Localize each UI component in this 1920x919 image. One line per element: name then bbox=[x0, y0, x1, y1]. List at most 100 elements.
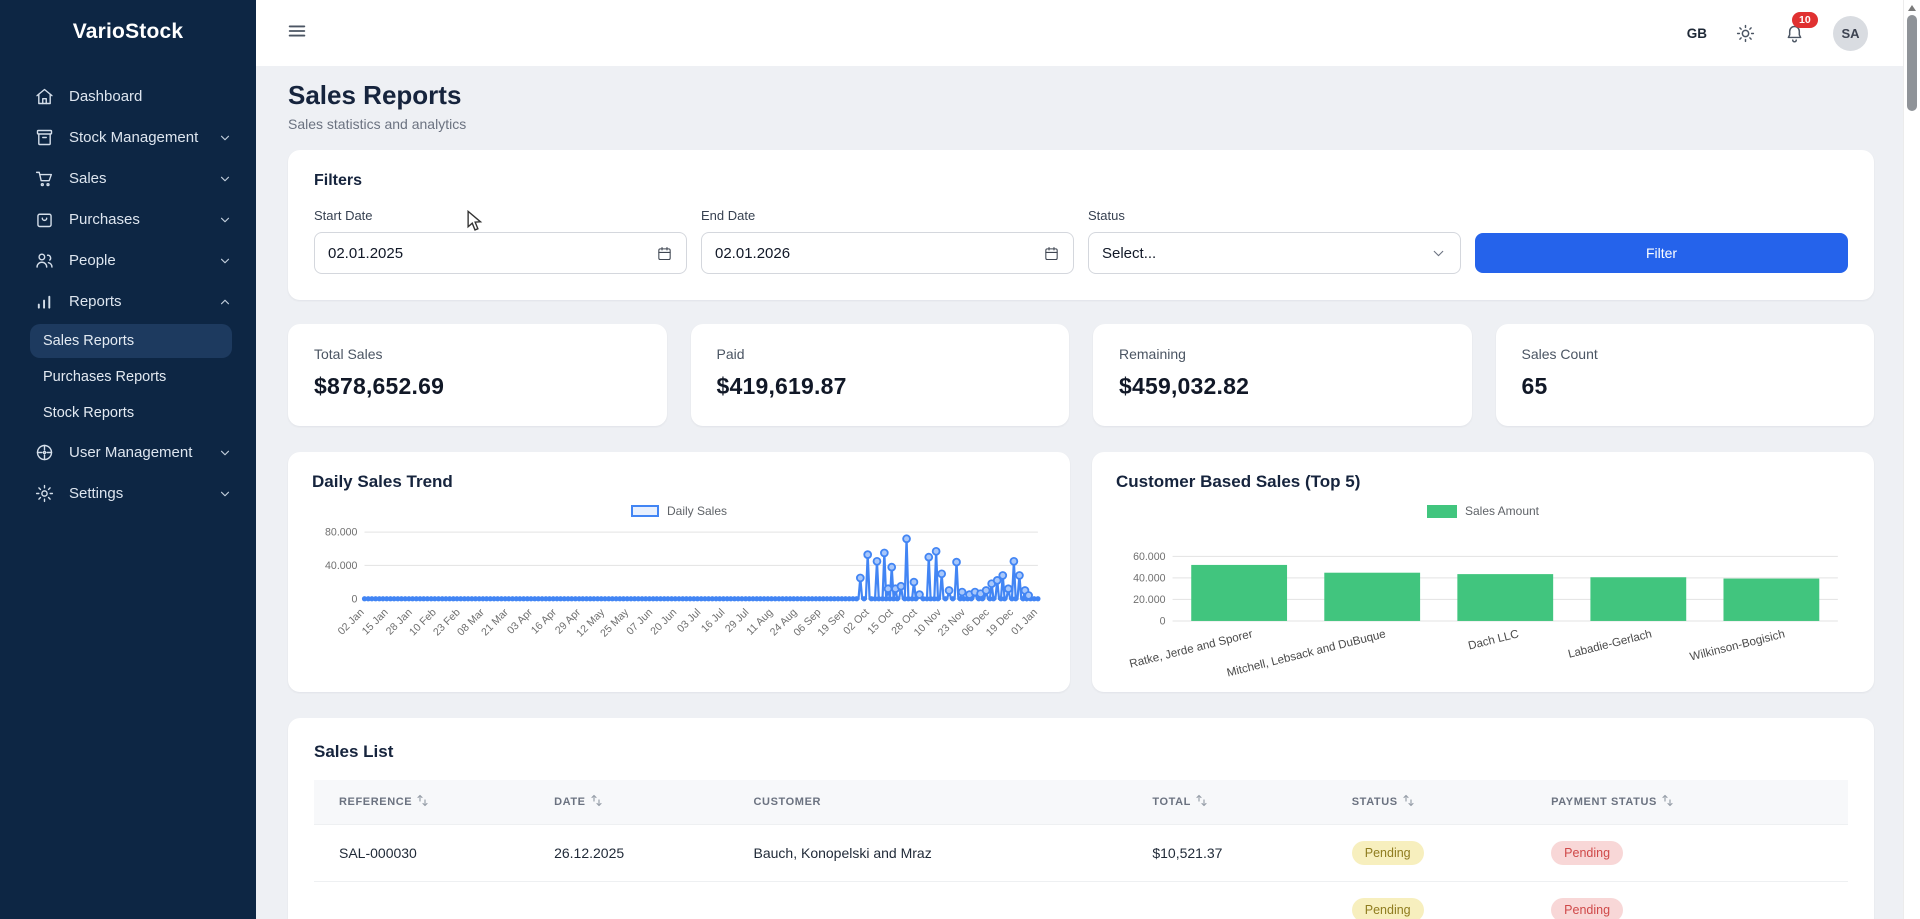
sidebar-item-sales[interactable]: Sales bbox=[0, 158, 256, 199]
svg-text:Wilkinson-Bogisich: Wilkinson-Bogisich bbox=[1689, 627, 1787, 663]
start-date-input[interactable]: 02.01.2025 bbox=[314, 232, 687, 274]
stat-label: Remaining bbox=[1119, 346, 1446, 362]
column-header-status[interactable]: STATUS bbox=[1342, 780, 1541, 825]
column-header-total[interactable]: TOTAL bbox=[1142, 780, 1341, 825]
people-icon bbox=[34, 250, 55, 271]
chevron-down-icon bbox=[218, 446, 232, 460]
box-icon bbox=[34, 127, 55, 148]
app-root: VarioStock Dashboard Stock Management bbox=[0, 0, 1920, 919]
svg-text:80.000: 80.000 bbox=[325, 527, 358, 539]
locale-selector[interactable]: GB bbox=[1687, 26, 1707, 41]
svg-text:0: 0 bbox=[1160, 615, 1166, 627]
chevron-down-icon bbox=[218, 131, 232, 145]
status-select[interactable]: Select... bbox=[1088, 232, 1461, 274]
scrollbar[interactable] bbox=[1903, 0, 1920, 919]
sort-icon bbox=[1196, 794, 1207, 810]
svg-text:15 Oct: 15 Oct bbox=[865, 606, 896, 637]
cell-payment-status: Pending bbox=[1541, 882, 1848, 919]
svg-text:19 Sep: 19 Sep bbox=[815, 606, 847, 638]
cell-status: Pending bbox=[1342, 825, 1541, 882]
payment-status-badge: Pending bbox=[1551, 898, 1623, 919]
stat-card-paid: Paid $419,619.87 bbox=[691, 324, 1070, 426]
stats-row: Total Sales $878,652.69 Paid $419,619.87… bbox=[288, 324, 1874, 426]
menu-toggle-button[interactable] bbox=[286, 20, 308, 47]
cell-total bbox=[1142, 882, 1341, 919]
sort-icon bbox=[417, 794, 428, 810]
filters-heading: Filters bbox=[314, 172, 1848, 190]
page-subtitle: Sales statistics and analytics bbox=[288, 116, 1874, 132]
svg-text:40.000: 40.000 bbox=[325, 560, 358, 572]
theme-toggle-button[interactable] bbox=[1735, 23, 1756, 44]
chevron-down-icon bbox=[1430, 245, 1447, 262]
topbar: GB 10 SA bbox=[256, 0, 1920, 66]
sidebar-item-reports[interactable]: Reports bbox=[0, 281, 256, 322]
stat-value: $419,619.87 bbox=[717, 373, 1044, 400]
sidebar-item-stock-reports[interactable]: Stock Reports bbox=[30, 396, 232, 430]
daily-sales-line-chart: 040.00080.00002 Jan15 Jan28 Jan10 Feb23 … bbox=[312, 520, 1046, 690]
svg-text:16 Apr: 16 Apr bbox=[529, 606, 559, 636]
end-date-input[interactable]: 02.01.2026 bbox=[701, 232, 1074, 274]
app-logo[interactable]: VarioStock bbox=[0, 20, 256, 44]
end-date-group: End Date 02.01.2026 bbox=[701, 208, 1074, 274]
table-header-row: REFERENCE DATE CUSTOMER TOTAL STATUS PAY… bbox=[314, 780, 1848, 825]
status-badge: Pending bbox=[1352, 898, 1424, 919]
legend-swatch bbox=[1427, 505, 1457, 518]
customer-sales-card: Customer Based Sales (Top 5) Sales Amoun… bbox=[1092, 452, 1874, 692]
svg-text:Labadie-Gerlach: Labadie-Gerlach bbox=[1567, 627, 1653, 660]
page-title: Sales Reports bbox=[288, 80, 1874, 111]
column-header-payment-status[interactable]: PAYMENT STATUS bbox=[1541, 780, 1848, 825]
sidebar-item-sales-reports[interactable]: Sales Reports bbox=[30, 324, 232, 358]
filters-grid: Start Date 02.01.2025 End Date 02.01.202… bbox=[314, 208, 1848, 274]
stat-label: Paid bbox=[717, 346, 1044, 362]
shopping-bag-icon bbox=[34, 209, 55, 230]
sidebar-item-purchases[interactable]: Purchases bbox=[0, 199, 256, 240]
svg-text:03 Apr: 03 Apr bbox=[505, 606, 535, 636]
scrollbar-thumb[interactable] bbox=[1907, 15, 1917, 111]
sidebar-item-purchases-reports[interactable]: Purchases Reports bbox=[30, 360, 232, 394]
globe-target-icon bbox=[34, 442, 55, 463]
notification-count-badge: 10 bbox=[1792, 12, 1818, 28]
svg-text:02 Oct: 02 Oct bbox=[841, 606, 872, 637]
legend-label: Sales Amount bbox=[1465, 504, 1539, 518]
svg-text:16 Jul: 16 Jul bbox=[699, 607, 727, 635]
svg-text:60.000: 60.000 bbox=[1133, 551, 1166, 563]
cell-reference: SAL-000030 bbox=[314, 825, 544, 882]
column-header-customer[interactable]: CUSTOMER bbox=[744, 780, 1143, 825]
sidebar-item-dashboard[interactable]: Dashboard bbox=[0, 76, 256, 117]
svg-text:02 Jan: 02 Jan bbox=[336, 606, 367, 637]
cell-total: $10,521.37 bbox=[1142, 825, 1341, 882]
stat-label: Sales Count bbox=[1522, 346, 1849, 362]
notifications-button[interactable]: 10 bbox=[1784, 23, 1805, 44]
cell-reference bbox=[314, 882, 544, 919]
sun-icon bbox=[1735, 23, 1756, 44]
chart-legend: Daily Sales bbox=[312, 504, 1046, 518]
sidebar-item-stock-management[interactable]: Stock Management bbox=[0, 117, 256, 158]
legend-swatch bbox=[631, 505, 659, 517]
svg-text:0: 0 bbox=[352, 593, 358, 605]
sidebar-item-people[interactable]: People bbox=[0, 240, 256, 281]
filter-button[interactable]: Filter bbox=[1475, 233, 1848, 273]
sidebar-item-settings[interactable]: Settings bbox=[0, 473, 256, 514]
filters-card: Filters Start Date 02.01.2025 End Date 0… bbox=[288, 150, 1874, 300]
stat-card-total-sales: Total Sales $878,652.69 bbox=[288, 324, 667, 426]
column-header-date[interactable]: DATE bbox=[544, 780, 743, 825]
column-header-reference[interactable]: REFERENCE bbox=[314, 780, 544, 825]
status-group: Status Select... bbox=[1088, 208, 1461, 274]
cell-date bbox=[544, 882, 743, 919]
chart-title: Customer Based Sales (Top 5) bbox=[1116, 472, 1850, 492]
status-badge: Pending bbox=[1352, 841, 1424, 865]
charts-row: Daily Sales Trend Daily Sales 040.00080.… bbox=[288, 452, 1874, 692]
legend-label: Daily Sales bbox=[667, 504, 727, 518]
sidebar-item-user-management[interactable]: User Management bbox=[0, 432, 256, 473]
scroll-up-arrow[interactable] bbox=[1908, 5, 1916, 11]
bar-chart-icon bbox=[34, 291, 55, 312]
cell-payment-status: Pending bbox=[1541, 825, 1848, 882]
topbar-actions: GB 10 SA bbox=[1687, 16, 1868, 51]
stat-card-remaining: Remaining $459,032.82 bbox=[1093, 324, 1472, 426]
sort-icon bbox=[1662, 794, 1673, 810]
svg-text:07 Jun: 07 Jun bbox=[624, 606, 655, 637]
chevron-down-icon bbox=[218, 254, 232, 268]
table-row[interactable]: SAL-000030 26.12.2025 Bauch, Konopelski … bbox=[314, 825, 1848, 882]
table-row[interactable]: Pending Pending bbox=[314, 882, 1848, 919]
user-avatar[interactable]: SA bbox=[1833, 16, 1868, 51]
